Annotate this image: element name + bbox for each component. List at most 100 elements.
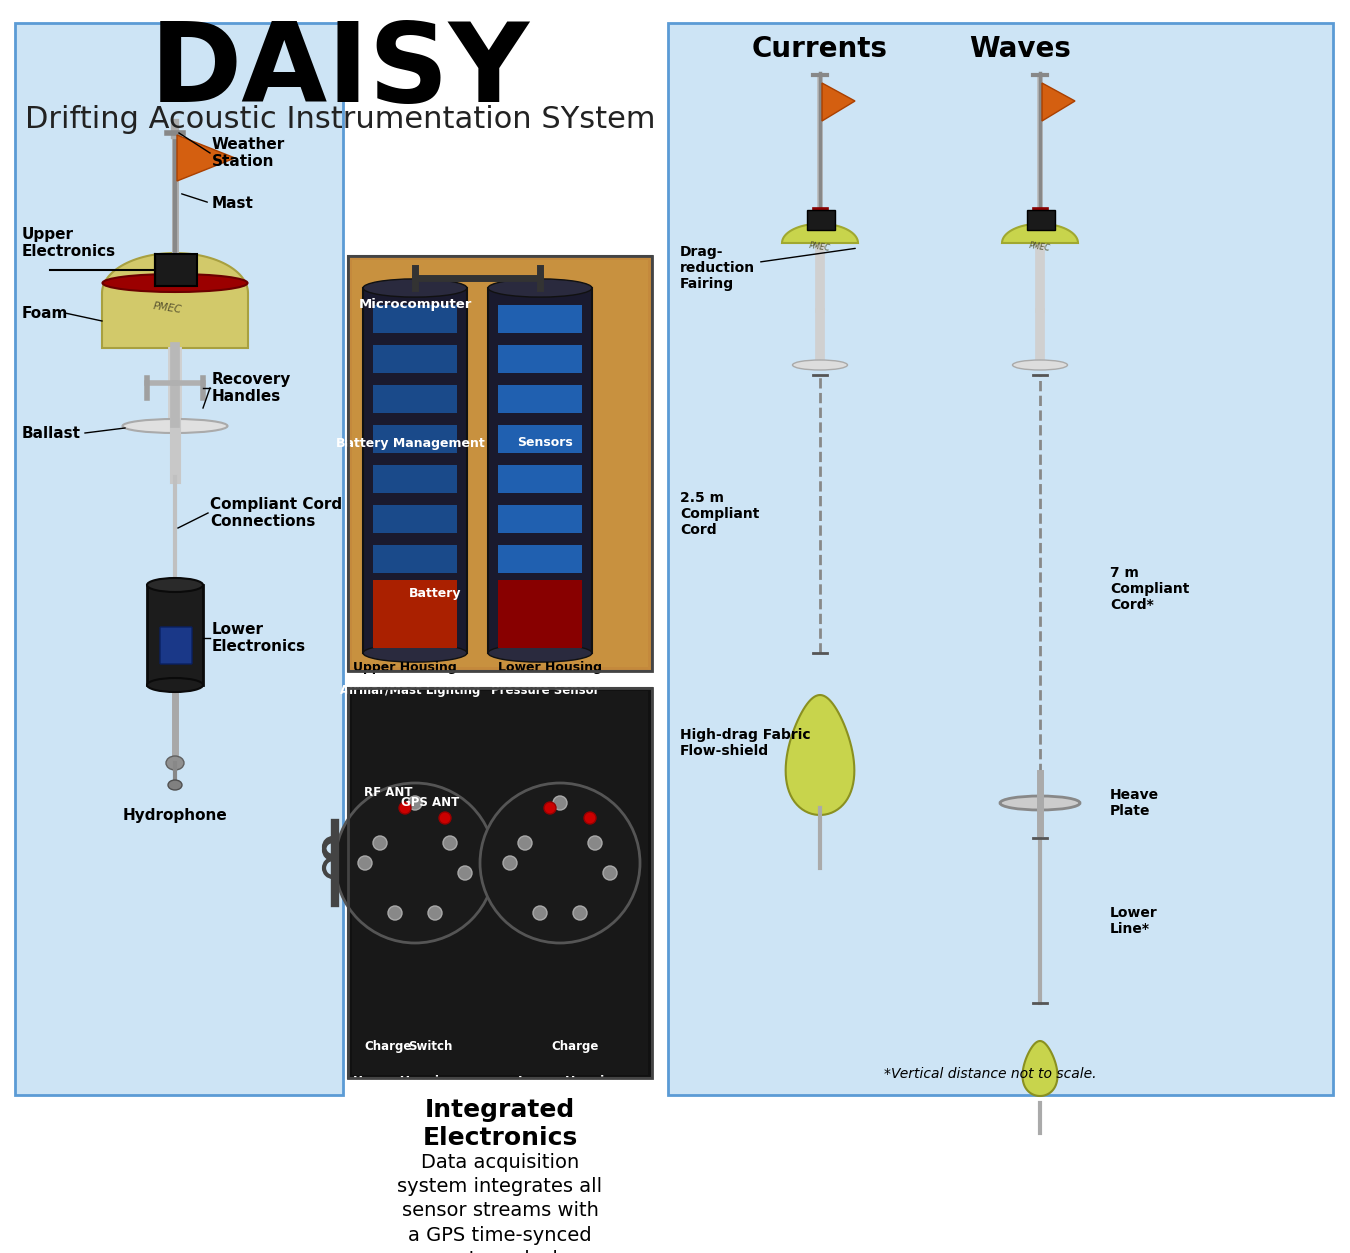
Bar — [373, 505, 458, 533]
Text: Compliant Cord
Connections: Compliant Cord Connections — [211, 496, 342, 529]
Circle shape — [443, 836, 458, 850]
Circle shape — [589, 836, 602, 850]
Bar — [352, 690, 648, 1075]
Bar — [147, 585, 202, 685]
Bar — [373, 465, 458, 492]
Text: Data acquisition
system integrates all
sensor streams with
a GPS time-synced
sys: Data acquisition system integrates all s… — [397, 1153, 602, 1253]
Circle shape — [481, 783, 640, 944]
Circle shape — [439, 812, 451, 824]
Bar — [373, 580, 458, 648]
Bar — [363, 288, 467, 653]
Polygon shape — [1002, 224, 1079, 243]
FancyBboxPatch shape — [807, 211, 836, 231]
Text: Battery Management: Battery Management — [336, 436, 485, 450]
Bar — [498, 425, 582, 454]
Ellipse shape — [103, 274, 247, 292]
Bar — [498, 545, 582, 573]
Text: Heave
Plate: Heave Plate — [1110, 788, 1160, 818]
Ellipse shape — [363, 279, 467, 297]
Ellipse shape — [792, 360, 848, 370]
Bar — [373, 304, 458, 333]
Ellipse shape — [147, 678, 202, 692]
Text: Sensors: Sensors — [517, 436, 572, 450]
Polygon shape — [1022, 1041, 1057, 1096]
Polygon shape — [822, 83, 855, 122]
Bar — [348, 688, 652, 1078]
Text: Integrated
Electronics: Integrated Electronics — [423, 1098, 578, 1150]
Bar — [498, 580, 582, 648]
Bar — [348, 256, 652, 672]
Text: Lower Housing: Lower Housing — [518, 1075, 622, 1088]
Text: Lower
Electronics: Lower Electronics — [212, 621, 306, 654]
Text: Upper Housing: Upper Housing — [354, 1075, 456, 1088]
Text: Microcomputer: Microcomputer — [358, 298, 471, 311]
Text: PMEC: PMEC — [1029, 241, 1052, 253]
Bar — [498, 505, 582, 533]
Ellipse shape — [487, 644, 593, 662]
Text: Drag-
reduction
Fairing: Drag- reduction Fairing — [680, 244, 856, 291]
Circle shape — [504, 856, 517, 870]
Ellipse shape — [167, 781, 182, 789]
Ellipse shape — [1000, 796, 1080, 809]
Text: Lower
Line*: Lower Line* — [1110, 906, 1158, 936]
Circle shape — [458, 866, 472, 880]
Text: Charge: Charge — [551, 1040, 598, 1053]
Bar — [373, 385, 458, 413]
Text: Currents: Currents — [752, 35, 888, 63]
Circle shape — [585, 812, 595, 824]
Bar — [348, 688, 652, 1078]
Text: Mast: Mast — [212, 195, 254, 211]
Ellipse shape — [123, 419, 228, 434]
Text: 2.5 m
Compliant
Cord: 2.5 m Compliant Cord — [680, 491, 759, 538]
Text: Foam: Foam — [22, 306, 69, 321]
Bar — [498, 345, 582, 373]
Bar — [487, 288, 593, 653]
Ellipse shape — [147, 578, 202, 591]
Ellipse shape — [166, 756, 184, 771]
Polygon shape — [103, 253, 248, 348]
Polygon shape — [782, 224, 859, 243]
Polygon shape — [177, 135, 235, 180]
Bar — [373, 545, 458, 573]
FancyBboxPatch shape — [161, 626, 192, 664]
Bar — [498, 304, 582, 333]
Ellipse shape — [487, 279, 593, 297]
FancyBboxPatch shape — [15, 23, 343, 1095]
Ellipse shape — [1012, 360, 1068, 370]
FancyBboxPatch shape — [1027, 211, 1054, 231]
Text: Upper Housing: Upper Housing — [354, 662, 456, 674]
Text: 7 m
Compliant
Cord*: 7 m Compliant Cord* — [1110, 566, 1189, 613]
Circle shape — [400, 802, 410, 814]
Text: PMEC: PMEC — [153, 301, 182, 315]
Circle shape — [572, 906, 587, 920]
Text: Weather
Station: Weather Station — [212, 137, 285, 169]
Circle shape — [554, 796, 567, 809]
Bar — [373, 425, 458, 454]
Polygon shape — [1042, 83, 1075, 122]
Circle shape — [544, 802, 556, 814]
Circle shape — [387, 906, 402, 920]
Text: Ballast: Ballast — [22, 426, 81, 441]
Text: Hydrophone: Hydrophone — [123, 808, 227, 823]
Circle shape — [603, 866, 617, 880]
Bar — [498, 385, 582, 413]
Text: RF ANT: RF ANT — [363, 787, 412, 799]
Bar — [348, 256, 652, 672]
Text: PMEC: PMEC — [809, 241, 832, 253]
Circle shape — [335, 783, 495, 944]
Text: Upper
Electronics: Upper Electronics — [22, 227, 116, 259]
Bar — [373, 345, 458, 373]
Text: Recovery
Handles: Recovery Handles — [212, 372, 292, 405]
Text: Switch: Switch — [408, 1040, 452, 1053]
Text: Drifting Acoustic Instrumentation SYstem: Drifting Acoustic Instrumentation SYstem — [24, 105, 655, 134]
Bar — [352, 261, 648, 667]
Text: GPS ANT: GPS ANT — [401, 797, 459, 809]
Text: Battery: Battery — [409, 586, 462, 599]
Circle shape — [373, 836, 387, 850]
Circle shape — [408, 796, 423, 809]
Circle shape — [533, 906, 547, 920]
Circle shape — [428, 906, 441, 920]
Text: Waves: Waves — [969, 35, 1071, 63]
Text: Pressure Sensor: Pressure Sensor — [491, 684, 599, 697]
Ellipse shape — [363, 644, 467, 662]
